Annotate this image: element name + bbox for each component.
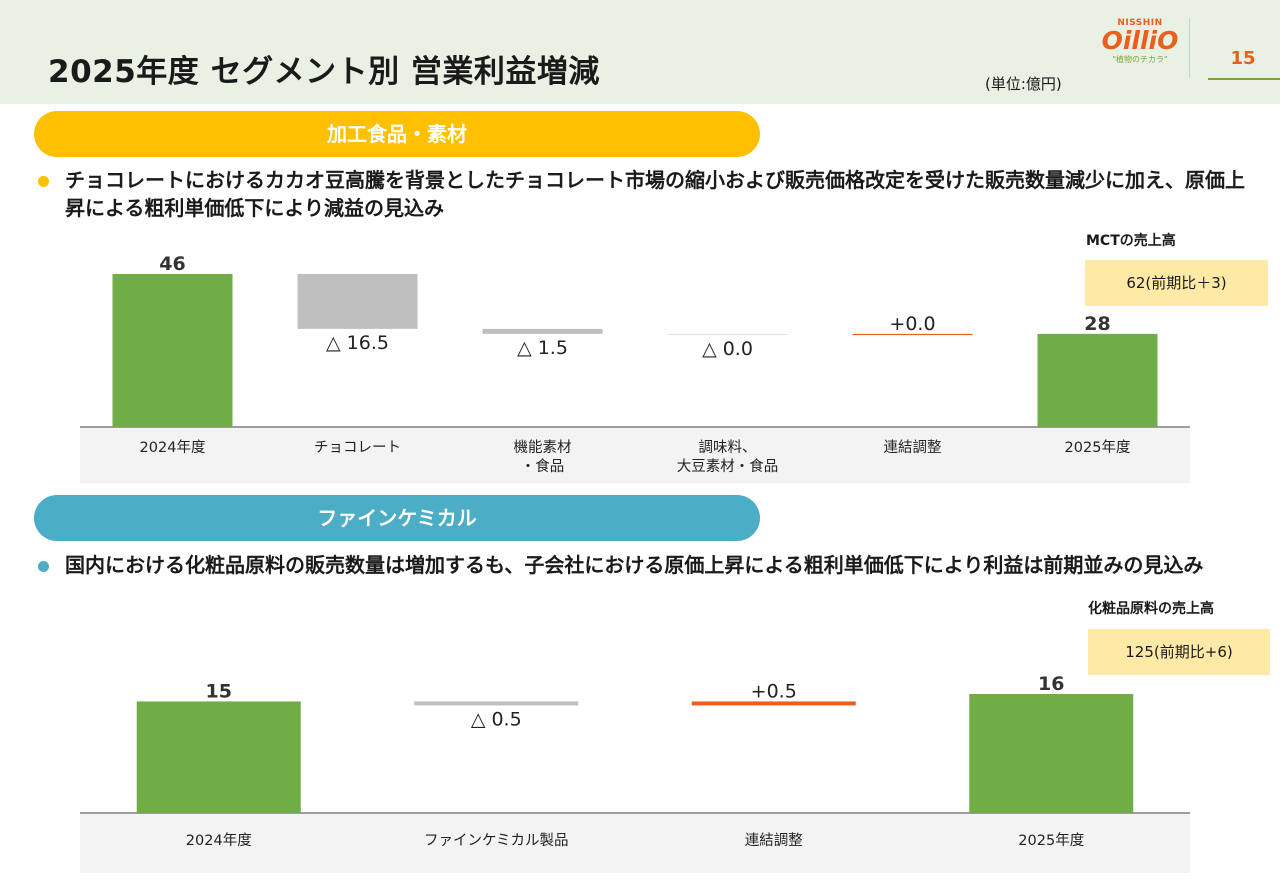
bar-delta-label: △ 0.0 xyxy=(702,338,753,360)
mct-sales-label: MCTの売上高 xyxy=(1086,233,1176,249)
company-logo: NISSHIN OilliO "植物のチカラ" xyxy=(1100,18,1180,82)
category-label: 2024年度 xyxy=(186,832,252,849)
category-label: 大豆素材・食品 xyxy=(677,458,779,475)
bar-delta-label: △ 16.5 xyxy=(326,332,389,354)
section2-bullet-text: 国内における化粧品原料の販売数量は増加するも、子会社における原価上昇による粗利単… xyxy=(65,553,1204,577)
section-band-fine-chemical: ファインケミカル xyxy=(34,495,760,541)
bar-decrease xyxy=(414,701,579,706)
bar-total xyxy=(136,701,301,813)
category-label: 調味料、 xyxy=(699,439,757,456)
page-title: 2025年度 セグメント別 営業利益増減 xyxy=(48,54,600,90)
waterfall-chart-processed-food: 46 2024年度 △ 16.5 チョコレート △ 1.5 機能素材・食品 △ 0.0 調味料… xyxy=(80,253,1190,483)
bar-delta-label: +0.0 xyxy=(889,313,935,335)
category-label: 2025年度 xyxy=(1065,439,1131,456)
bar-decrease xyxy=(667,333,788,336)
bullet-dot xyxy=(38,176,49,187)
logo-small-text: NISSHIN xyxy=(1117,18,1163,28)
category-strip xyxy=(80,813,1190,873)
bar-total xyxy=(1037,333,1158,427)
header-divider xyxy=(1189,18,1190,78)
cosmetic-sales-box: 125(前期比+6) xyxy=(1088,629,1270,675)
bar-delta-label: △ 0.5 xyxy=(471,708,522,730)
bar-total xyxy=(969,694,1134,813)
unit-label: (単位:億円) xyxy=(985,75,1062,93)
category-label: ・食品 xyxy=(521,458,565,475)
section-band-processed-food: 加工食品・素材 xyxy=(34,111,760,157)
cosmetic-sales-label: 化粧品原料の売上高 xyxy=(1088,601,1214,617)
bar-decrease xyxy=(297,274,418,329)
category-strip xyxy=(80,427,1190,483)
section1-bullet-text: チョコレートにおけるカカオ豆高騰を背景としたチョコレート市場の縮小および販売価格… xyxy=(65,168,1245,220)
page-number: 15 xyxy=(1230,48,1256,69)
category-label: 連結調整 xyxy=(745,832,803,849)
mct-sales-box: 62(前期比＋3) xyxy=(1085,260,1268,306)
category-label: 2025年度 xyxy=(1018,832,1084,849)
logo-main-text: OilliO xyxy=(1101,26,1179,55)
category-label: 2024年度 xyxy=(140,439,206,456)
bar-increase xyxy=(691,701,856,706)
category-label: 連結調整 xyxy=(884,439,942,456)
bar-value-label: 16 xyxy=(1038,673,1064,695)
bar-value-label: 15 xyxy=(206,680,232,702)
logo-tagline: "植物のチカラ" xyxy=(1112,55,1168,64)
bar-delta-label: △ 1.5 xyxy=(517,337,568,359)
waterfall-chart-fine-chemical: 15 2024年度 △ 0.5 ファインケミカル製品 +0.5 連結調整 16 2025年度 xyxy=(80,673,1190,873)
bar-increase xyxy=(852,333,973,336)
bar-value-label: 46 xyxy=(159,253,185,275)
bar-delta-label: +0.5 xyxy=(751,680,797,702)
header-bar xyxy=(0,0,1280,104)
bar-decrease xyxy=(482,328,603,334)
page-number-underline xyxy=(1208,78,1280,80)
bar-value-label: 28 xyxy=(1084,313,1110,335)
category-label: チョコレート xyxy=(314,440,401,456)
bullet-dot xyxy=(38,561,49,572)
category-label: 機能素材 xyxy=(514,439,572,456)
bar-total xyxy=(112,274,233,427)
category-label: ファインケミカル製品 xyxy=(424,832,569,849)
